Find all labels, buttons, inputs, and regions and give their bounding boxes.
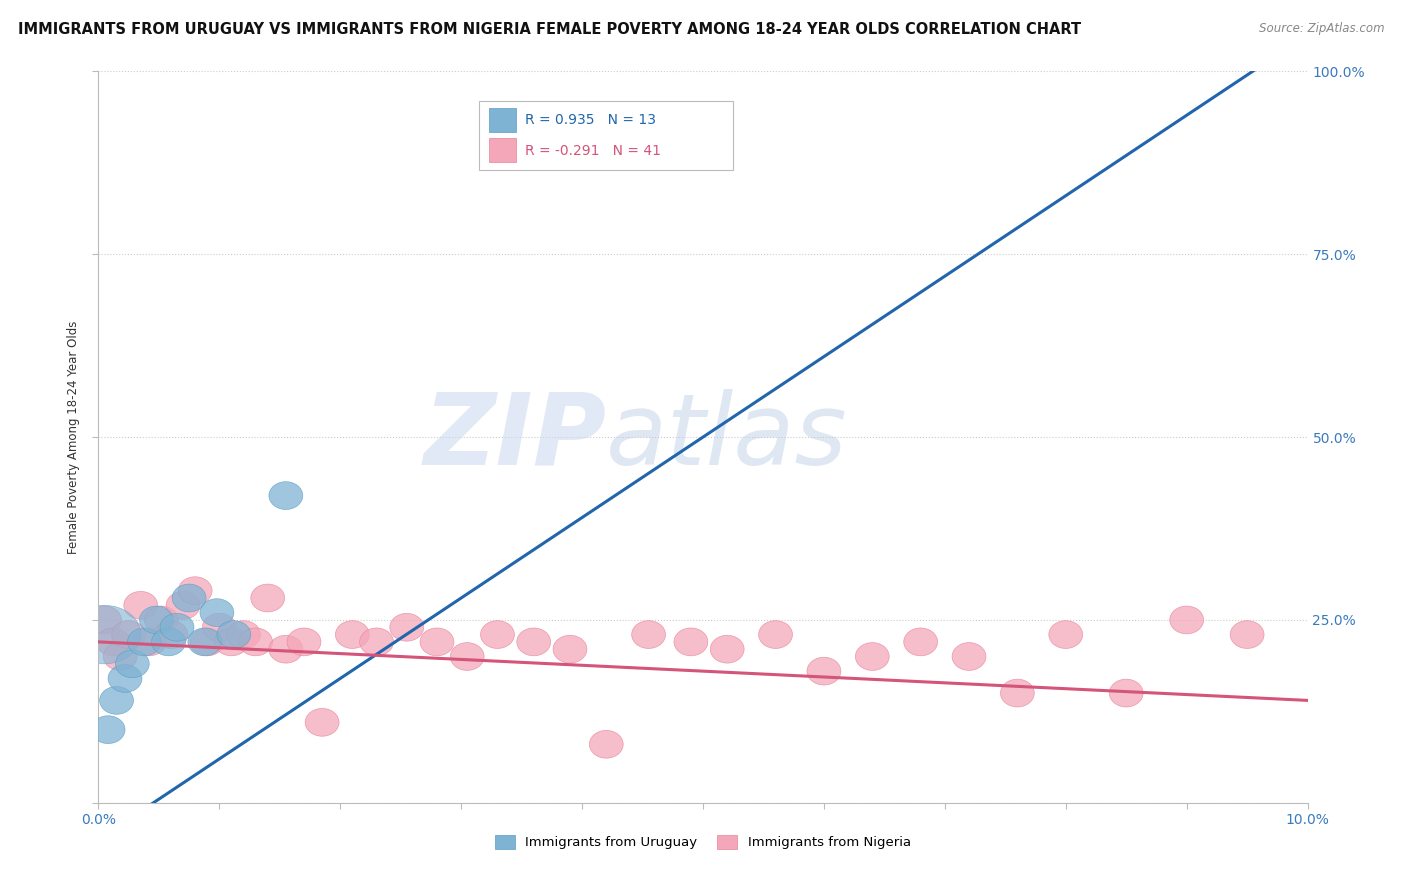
Ellipse shape bbox=[108, 665, 142, 692]
Ellipse shape bbox=[87, 606, 121, 634]
Ellipse shape bbox=[226, 621, 260, 648]
Ellipse shape bbox=[904, 628, 938, 656]
Ellipse shape bbox=[139, 606, 173, 634]
Ellipse shape bbox=[305, 708, 339, 736]
Ellipse shape bbox=[336, 621, 370, 648]
Text: ZIP: ZIP bbox=[423, 389, 606, 485]
Ellipse shape bbox=[287, 628, 321, 656]
Text: R = -0.291   N = 41: R = -0.291 N = 41 bbox=[526, 144, 661, 158]
FancyBboxPatch shape bbox=[489, 137, 516, 161]
Ellipse shape bbox=[115, 650, 149, 678]
Ellipse shape bbox=[952, 642, 986, 671]
Ellipse shape bbox=[589, 731, 623, 758]
Ellipse shape bbox=[389, 614, 423, 641]
Ellipse shape bbox=[250, 584, 284, 612]
Ellipse shape bbox=[111, 621, 146, 648]
Ellipse shape bbox=[1109, 679, 1143, 707]
Ellipse shape bbox=[155, 621, 188, 648]
Ellipse shape bbox=[100, 687, 134, 714]
Ellipse shape bbox=[215, 628, 249, 656]
Text: Source: ZipAtlas.com: Source: ZipAtlas.com bbox=[1260, 22, 1385, 36]
Text: atlas: atlas bbox=[606, 389, 848, 485]
Legend: Immigrants from Uruguay, Immigrants from Nigeria: Immigrants from Uruguay, Immigrants from… bbox=[489, 830, 917, 855]
Ellipse shape bbox=[481, 621, 515, 648]
Ellipse shape bbox=[360, 628, 394, 656]
Ellipse shape bbox=[1230, 621, 1264, 648]
FancyBboxPatch shape bbox=[489, 108, 516, 132]
Ellipse shape bbox=[420, 628, 454, 656]
Ellipse shape bbox=[855, 642, 889, 671]
Ellipse shape bbox=[631, 621, 665, 648]
Ellipse shape bbox=[450, 642, 484, 671]
Ellipse shape bbox=[1001, 679, 1035, 707]
Ellipse shape bbox=[217, 621, 250, 648]
Ellipse shape bbox=[188, 628, 222, 656]
Ellipse shape bbox=[128, 628, 162, 656]
Ellipse shape bbox=[710, 635, 744, 663]
Ellipse shape bbox=[553, 635, 586, 663]
Ellipse shape bbox=[172, 584, 207, 612]
Ellipse shape bbox=[91, 715, 125, 744]
Ellipse shape bbox=[673, 628, 707, 656]
Ellipse shape bbox=[807, 657, 841, 685]
Ellipse shape bbox=[759, 621, 793, 648]
Ellipse shape bbox=[517, 628, 551, 656]
Ellipse shape bbox=[179, 577, 212, 605]
Ellipse shape bbox=[145, 606, 179, 634]
Ellipse shape bbox=[1049, 621, 1083, 648]
Ellipse shape bbox=[132, 628, 166, 656]
Ellipse shape bbox=[69, 606, 141, 664]
Ellipse shape bbox=[190, 628, 224, 656]
Ellipse shape bbox=[269, 482, 302, 509]
Ellipse shape bbox=[160, 614, 194, 641]
Text: IMMIGRANTS FROM URUGUAY VS IMMIGRANTS FROM NIGERIA FEMALE POVERTY AMONG 18-24 YE: IMMIGRANTS FROM URUGUAY VS IMMIGRANTS FR… bbox=[18, 22, 1081, 37]
Ellipse shape bbox=[152, 628, 186, 656]
Ellipse shape bbox=[200, 599, 233, 626]
Ellipse shape bbox=[166, 591, 200, 619]
Ellipse shape bbox=[269, 635, 302, 663]
FancyBboxPatch shape bbox=[479, 101, 734, 170]
Ellipse shape bbox=[239, 628, 273, 656]
Ellipse shape bbox=[103, 642, 138, 671]
Ellipse shape bbox=[1170, 606, 1204, 634]
Ellipse shape bbox=[202, 614, 236, 641]
Text: R = 0.935   N = 13: R = 0.935 N = 13 bbox=[526, 113, 657, 127]
Ellipse shape bbox=[96, 628, 129, 656]
Ellipse shape bbox=[124, 591, 157, 619]
Y-axis label: Female Poverty Among 18-24 Year Olds: Female Poverty Among 18-24 Year Olds bbox=[66, 320, 80, 554]
